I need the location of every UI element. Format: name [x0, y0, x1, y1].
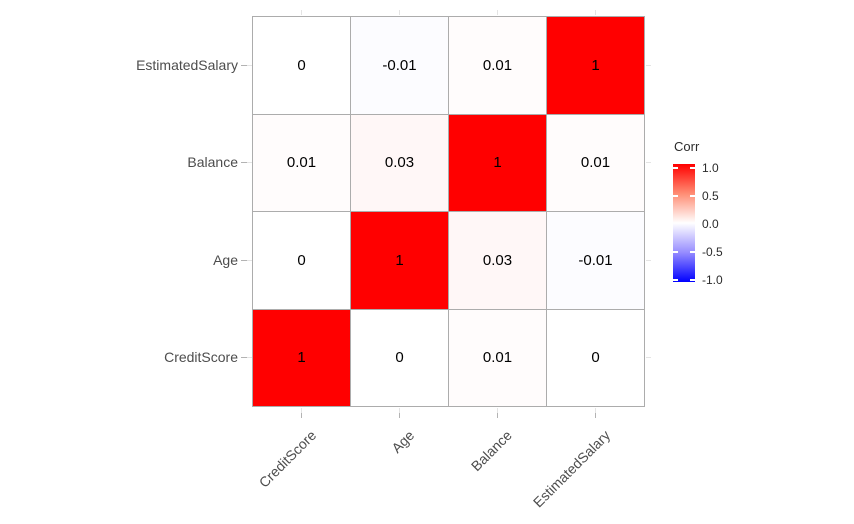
heatmap-cell-Age-Age: 1: [350, 211, 449, 310]
heatmap-cell-CreditScore-Age: 0: [350, 308, 449, 407]
gridline-stub: [646, 357, 651, 359]
gridline-stub: [595, 10, 596, 15]
heatmap-cell-Balance-CreditScore: 0.01: [252, 113, 351, 212]
gridline-stub: [247, 162, 252, 164]
heatmap-cell-Age-CreditScore: 0: [252, 211, 351, 310]
y-axis-tick: [241, 259, 247, 261]
gridline-stub: [646, 259, 651, 261]
colorbar-tick: [673, 279, 678, 281]
heatmap-cell-CreditScore-CreditScore: 1: [252, 308, 351, 407]
colorbar-tick: [673, 251, 678, 253]
heatmap-cell-Balance-Balance: 1: [448, 113, 547, 212]
legend-tick-label-1.0: 1.0: [702, 161, 719, 175]
legend-tick-label-0.0: 0.0: [702, 217, 719, 231]
legend-tick-label-0.5: 0.5: [702, 189, 719, 203]
x-axis-label-Balance: Balance: [468, 427, 516, 475]
legend-title: Corr: [674, 139, 700, 154]
legend-colorbar-gradient: [673, 164, 695, 282]
y-axis-label-CreditScore: CreditScore: [164, 349, 238, 366]
heatmap-cell-Balance-EstimatedSalary: 0.01: [546, 113, 645, 212]
gridline-stub: [301, 408, 302, 413]
gridline-stub: [497, 408, 498, 413]
heatmap-cell-EstimatedSalary-Age: -0.01: [350, 16, 449, 115]
heatmap-tile-grid: 0 -0.01 0.01 1 0.01 0.03 1 0.01 0 1 0.03 -0.01 1 0 0.0…: [252, 16, 646, 408]
x-axis-tick: [595, 412, 596, 418]
y-axis-tick: [241, 162, 247, 164]
gridline-stub: [247, 357, 252, 359]
gridline-stub: [301, 10, 302, 15]
x-axis-label-Age: Age: [388, 427, 418, 456]
heatmap-cell-EstimatedSalary-EstimatedSalary: 1: [546, 16, 645, 115]
x-axis-label-EstimatedSalary: EstimatedSalary: [529, 427, 614, 511]
x-axis-tick: [497, 412, 498, 418]
y-axis-tick: [241, 357, 247, 359]
y-axis-label-EstimatedSalary: EstimatedSalary: [136, 56, 238, 73]
gridline-stub: [399, 10, 400, 15]
gridline-stub: [247, 64, 252, 66]
heatmap-cell-Age-Balance: 0.03: [448, 211, 547, 310]
gridline-stub: [247, 259, 252, 261]
colorbar-tick: [673, 195, 678, 197]
heatmap-cell-EstimatedSalary-CreditScore: 0: [252, 16, 351, 115]
y-axis-label-Age: Age: [213, 251, 238, 268]
gridline-stub: [399, 408, 400, 413]
colorbar-tick: [673, 167, 678, 169]
gridline-stub: [595, 408, 596, 413]
colorbar-tick: [690, 167, 695, 169]
heatmap-cell-Age-EstimatedSalary: -0.01: [546, 211, 645, 310]
x-axis-tick: [301, 412, 302, 418]
y-axis-label-Balance: Balance: [187, 154, 238, 171]
colorbar-tick: [690, 279, 695, 281]
heatmap-cell-CreditScore-Balance: 0.01: [448, 308, 547, 407]
gridline-stub: [497, 10, 498, 15]
colorbar-tick: [690, 195, 695, 197]
colorbar-tick: [690, 251, 695, 253]
heatmap-cell-EstimatedSalary-Balance: 0.01: [448, 16, 547, 115]
gridline-stub: [646, 162, 651, 164]
x-axis-label-CreditScore: CreditScore: [255, 427, 320, 491]
legend-tick-label--0.5: -0.5: [702, 245, 723, 259]
heatmap-cell-CreditScore-EstimatedSalary: 0: [546, 308, 645, 407]
x-axis-tick: [399, 412, 400, 418]
gridline-stub: [646, 64, 651, 66]
legend-tick-label--1.0: -1.0: [702, 273, 723, 287]
heatmap-cell-Balance-Age: 0.03: [350, 113, 449, 212]
y-axis-tick: [241, 64, 247, 66]
